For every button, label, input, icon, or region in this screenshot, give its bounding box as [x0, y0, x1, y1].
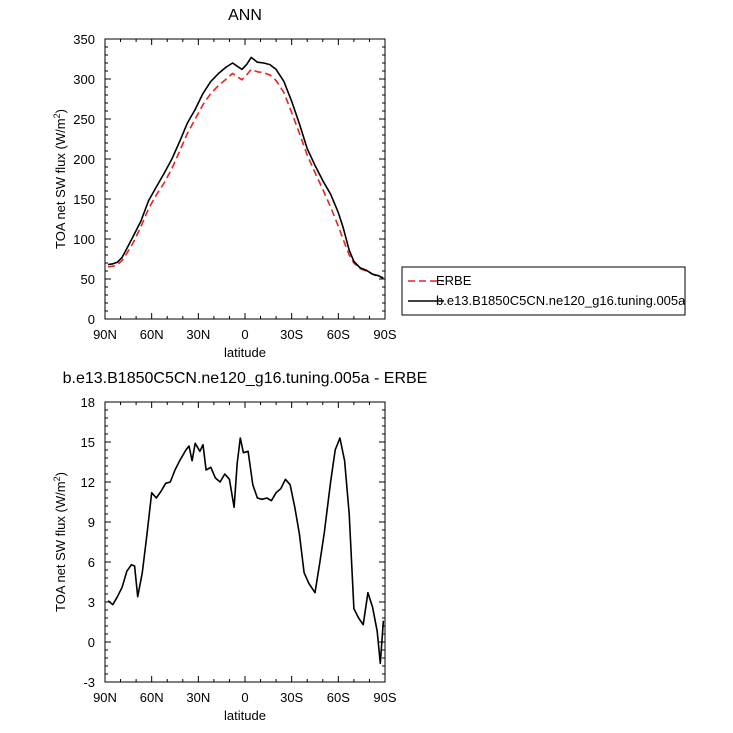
y-axis-label-main: TOA net SW flux (W/m — [53, 481, 68, 612]
x-tick-label: 30S — [280, 327, 303, 342]
y-tick-label: 350 — [73, 32, 95, 47]
legend-box — [401, 266, 686, 316]
x-axis-label: latitude — [224, 708, 266, 723]
y-tick-label: 0 — [88, 635, 95, 650]
chart-panel-1: ANN 90N 60N 30N 0 30S 60S 90S 0 50 100 150 200 250 300… — [52, 7, 397, 360]
x-tick-label: 60N — [140, 327, 164, 342]
chart-panel-2: b.e13.B1850C5CN.ne120_g16.tuning.005a - … — [52, 370, 427, 723]
x-tick-label: 30N — [186, 690, 210, 705]
y-tick-label: 200 — [73, 152, 95, 167]
legend: ERBE b.e13.B1850C5CN.ne120_g16.tuning.005… — [401, 266, 686, 316]
y-axis-label-close: ) — [53, 109, 68, 113]
plot-frame — [104, 401, 386, 683]
x-tick-label: 60S — [327, 690, 350, 705]
y-tick-label: 250 — [73, 112, 95, 127]
x-tick-label: 0 — [241, 327, 248, 342]
y-tick-label: 100 — [73, 232, 95, 247]
y-tick-label: -3 — [83, 675, 95, 690]
y-tick-label: 9 — [88, 515, 95, 530]
x-axis-label: latitude — [224, 345, 266, 360]
x-tick-label: 90N — [93, 690, 117, 705]
chart-title: ANN — [228, 7, 262, 24]
x-tick-label: 90S — [373, 690, 396, 705]
y-axis-label-sup: 2 — [52, 476, 62, 481]
y-tick-label: 150 — [73, 192, 95, 207]
x-tick-label: 0 — [241, 690, 248, 705]
x-tick-label: 30N — [186, 327, 210, 342]
series-line-1 — [107, 437, 385, 665]
y-tick-label: 0 — [88, 312, 95, 327]
plot-frame — [104, 38, 386, 320]
x-tick-label: 90N — [93, 327, 117, 342]
legend-label-2: b.e13.B1850C5CN.ne120_g16.tuning.005a — [436, 293, 686, 308]
series-line-1 — [107, 68, 384, 279]
y-tick-label: 18 — [81, 395, 95, 410]
y-axis-label-main: TOA net SW flux (W/m — [53, 118, 68, 249]
y-axis-label-sup: 2 — [52, 113, 62, 118]
y-axis-label: TOA net SW flux (W/m2) — [52, 109, 68, 249]
y-tick-label: 300 — [73, 72, 95, 87]
series-line-2 — [107, 56, 384, 279]
x-tick-label: 90S — [373, 327, 396, 342]
y-axis-label-close: ) — [53, 472, 68, 476]
y-tick-label: 15 — [81, 435, 95, 450]
y-tick-label: 3 — [88, 595, 95, 610]
chart-title: b.e13.B1850C5CN.ne120_g16.tuning.005a - … — [63, 370, 428, 387]
x-tick-label: 60N — [140, 690, 164, 705]
x-tick-label: 30S — [280, 690, 303, 705]
y-tick-label: 6 — [88, 555, 95, 570]
y-tick-label: 12 — [81, 475, 95, 490]
y-tick-label: 50 — [81, 272, 95, 287]
legend-label-1: ERBE — [436, 273, 472, 288]
x-tick-label: 60S — [327, 327, 350, 342]
y-axis-label: TOA net SW flux (W/m2) — [52, 472, 68, 612]
